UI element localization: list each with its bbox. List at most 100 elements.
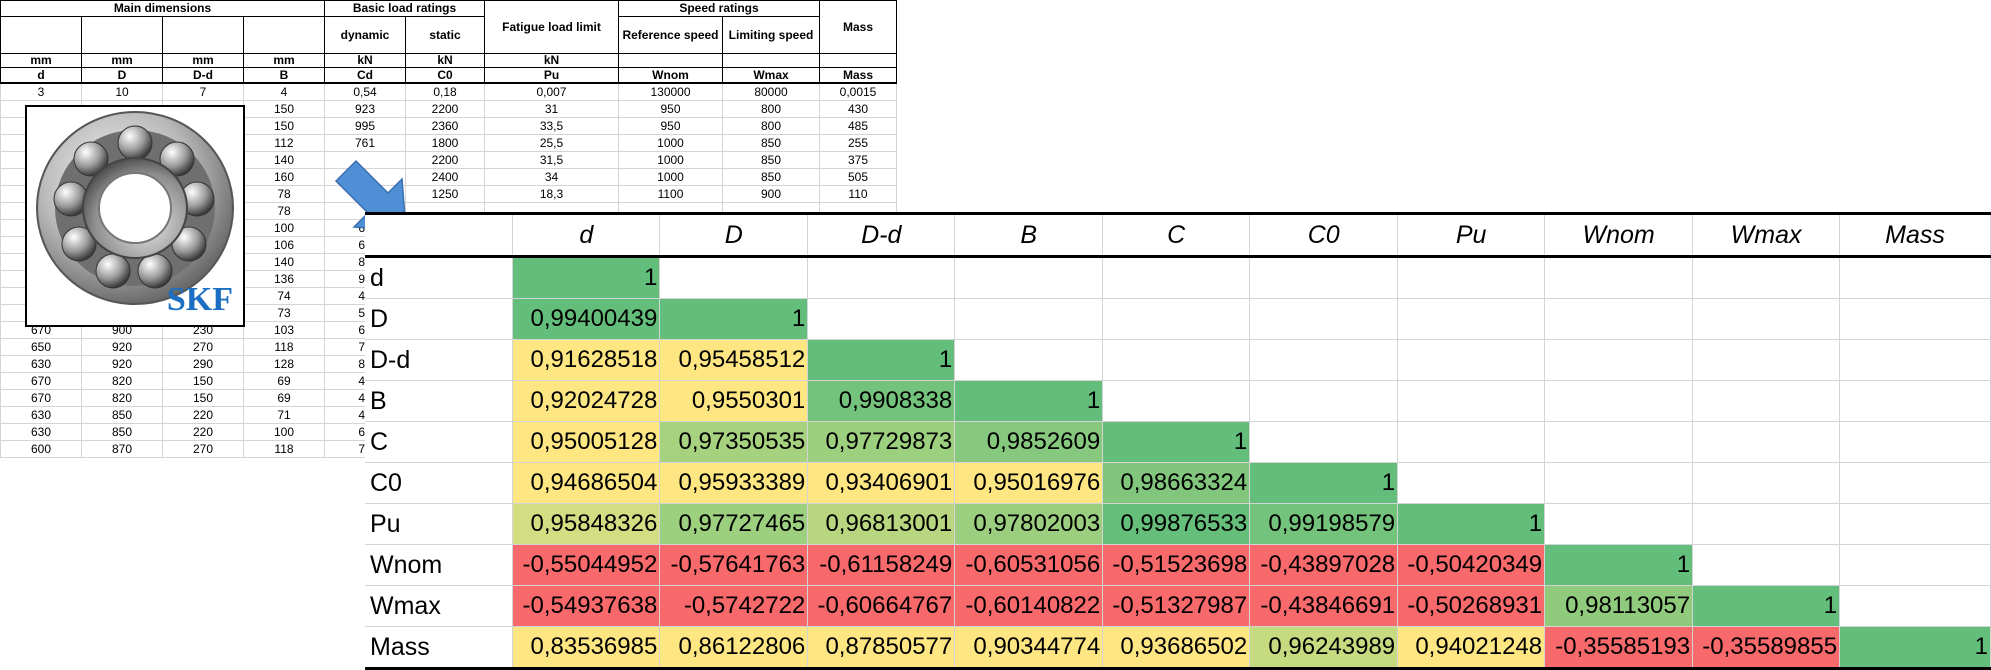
group-header-basic-load-ratings[interactable]: Basic load ratings — [324, 0, 485, 17]
sheet-cell[interactable]: 670 — [0, 389, 82, 407]
subheader-cell[interactable]: static — [405, 16, 485, 54]
unit-cell[interactable] — [722, 53, 820, 68]
group-header-mass[interactable]: Mass — [819, 0, 897, 54]
symbol-cell[interactable]: Cd — [324, 67, 406, 84]
unit-cell[interactable] — [819, 53, 897, 68]
sheet-cell[interactable]: 220 — [162, 423, 244, 441]
unit-cell[interactable]: mm — [81, 53, 163, 68]
sheet-cell[interactable]: 920 — [81, 338, 163, 356]
sheet-cell[interactable]: 150 — [243, 100, 325, 118]
sheet-cell[interactable]: 0,18 — [405, 82, 485, 101]
unit-cell[interactable] — [618, 53, 723, 68]
sheet-cell[interactable]: 160 — [243, 168, 325, 186]
sheet-cell[interactable]: 2200 — [405, 100, 485, 118]
sheet-cell[interactable]: 78 — [243, 202, 325, 220]
sheet-cell[interactable]: 430 — [819, 100, 897, 118]
sheet-cell[interactable]: 100 — [243, 423, 325, 441]
unit-cell[interactable]: kN — [324, 53, 406, 68]
sheet-cell[interactable]: 650 — [0, 338, 82, 356]
sheet-cell[interactable]: 290 — [162, 355, 244, 373]
sheet-cell[interactable]: 630 — [0, 423, 82, 441]
sheet-cell[interactable]: 1800 — [405, 134, 485, 152]
sheet-cell[interactable]: 600 — [0, 440, 82, 458]
subheader-cell[interactable] — [243, 16, 325, 54]
sheet-cell[interactable]: 73 — [243, 304, 325, 322]
sheet-cell[interactable]: 106 — [243, 236, 325, 254]
symbol-cell[interactable]: C0 — [405, 67, 485, 84]
sheet-cell[interactable]: 850 — [722, 168, 820, 186]
symbol-cell[interactable]: D — [81, 67, 163, 84]
sheet-cell[interactable]: 118 — [243, 338, 325, 356]
sheet-cell[interactable]: 33,5 — [484, 117, 619, 135]
sheet-cell[interactable]: 150 — [162, 389, 244, 407]
sheet-cell[interactable]: 850 — [81, 406, 163, 424]
subheader-cell[interactable] — [162, 16, 244, 54]
sheet-cell[interactable]: 69 — [243, 389, 325, 407]
subheader-cell[interactable] — [0, 16, 82, 54]
sheet-cell[interactable]: 270 — [162, 338, 244, 356]
sheet-cell[interactable]: 100 — [243, 219, 325, 237]
sheet-cell[interactable]: 34 — [484, 168, 619, 186]
sheet-cell[interactable]: 220 — [162, 406, 244, 424]
sheet-cell[interactable]: 130000 — [618, 82, 723, 101]
sheet-cell[interactable]: 800 — [722, 117, 820, 135]
sheet-cell[interactable]: 900 — [722, 185, 820, 203]
sheet-cell[interactable]: 950 — [618, 117, 723, 135]
sheet-cell[interactable]: 18,3 — [484, 185, 619, 203]
sheet-cell[interactable]: 850 — [722, 134, 820, 152]
unit-cell[interactable]: mm — [0, 53, 82, 68]
subheader-cell[interactable] — [81, 16, 163, 54]
sheet-cell[interactable]: 1000 — [618, 168, 723, 186]
symbol-cell[interactable]: Mass — [819, 67, 897, 84]
sheet-cell[interactable]: 850 — [722, 151, 820, 169]
symbol-cell[interactable]: Wmax — [722, 67, 820, 84]
sheet-cell[interactable]: 7 — [162, 82, 244, 101]
sheet-cell[interactable]: 150 — [162, 372, 244, 390]
sheet-cell[interactable]: 31,5 — [484, 151, 619, 169]
sheet-cell[interactable]: 74 — [243, 287, 325, 305]
subheader-cell[interactable]: Reference speed — [618, 16, 723, 54]
sheet-cell[interactable]: 71 — [243, 406, 325, 424]
sheet-cell[interactable]: 69 — [243, 372, 325, 390]
sheet-cell[interactable]: 1000 — [618, 151, 723, 169]
symbol-cell[interactable]: Wnom — [618, 67, 723, 84]
subheader-cell[interactable]: dynamic — [324, 16, 406, 54]
sheet-cell[interactable]: 820 — [81, 372, 163, 390]
sheet-cell[interactable]: 630 — [0, 406, 82, 424]
symbol-cell[interactable]: D-d — [162, 67, 244, 84]
sheet-cell[interactable]: 25,5 — [484, 134, 619, 152]
group-header-main-dimensions[interactable]: Main dimensions — [0, 0, 325, 17]
symbol-cell[interactable]: B — [243, 67, 325, 84]
sheet-cell[interactable]: 118 — [243, 440, 325, 458]
group-header-fatigue-load-limit[interactable]: Fatigue load limit — [484, 0, 619, 54]
sheet-cell[interactable]: 670 — [0, 372, 82, 390]
unit-cell[interactable]: mm — [243, 53, 325, 68]
sheet-cell[interactable]: 850 — [81, 423, 163, 441]
sheet-cell[interactable]: 820 — [81, 389, 163, 407]
unit-cell[interactable]: mm — [162, 53, 244, 68]
sheet-cell[interactable]: 255 — [819, 134, 897, 152]
group-header-speed-ratings[interactable]: Speed ratings — [618, 0, 820, 17]
sheet-cell[interactable]: 0,0015 — [819, 82, 897, 101]
sheet-cell[interactable]: 0,54 — [324, 82, 406, 101]
sheet-cell[interactable]: 2360 — [405, 117, 485, 135]
sheet-cell[interactable]: 761 — [324, 134, 406, 152]
sheet-cell[interactable]: 140 — [243, 151, 325, 169]
sheet-cell[interactable]: 505 — [819, 168, 897, 186]
sheet-cell[interactable]: 630 — [0, 355, 82, 373]
symbol-cell[interactable]: Pu — [484, 67, 619, 84]
sheet-cell[interactable]: 112 — [243, 134, 325, 152]
sheet-cell[interactable]: 995 — [324, 117, 406, 135]
sheet-cell[interactable]: 920 — [81, 355, 163, 373]
sheet-cell[interactable]: 136 — [243, 270, 325, 288]
subheader-cell[interactable]: Limiting speed — [722, 16, 820, 54]
symbol-cell[interactable]: d — [0, 67, 82, 84]
sheet-cell[interactable]: 140 — [243, 253, 325, 271]
unit-cell[interactable]: kN — [405, 53, 485, 68]
sheet-cell[interactable]: 3 — [0, 82, 82, 101]
sheet-cell[interactable]: 950 — [618, 100, 723, 118]
sheet-cell[interactable]: 78 — [243, 185, 325, 203]
sheet-cell[interactable]: 0,007 — [484, 82, 619, 101]
sheet-cell[interactable]: 4 — [243, 82, 325, 101]
unit-cell[interactable]: kN — [484, 53, 619, 68]
